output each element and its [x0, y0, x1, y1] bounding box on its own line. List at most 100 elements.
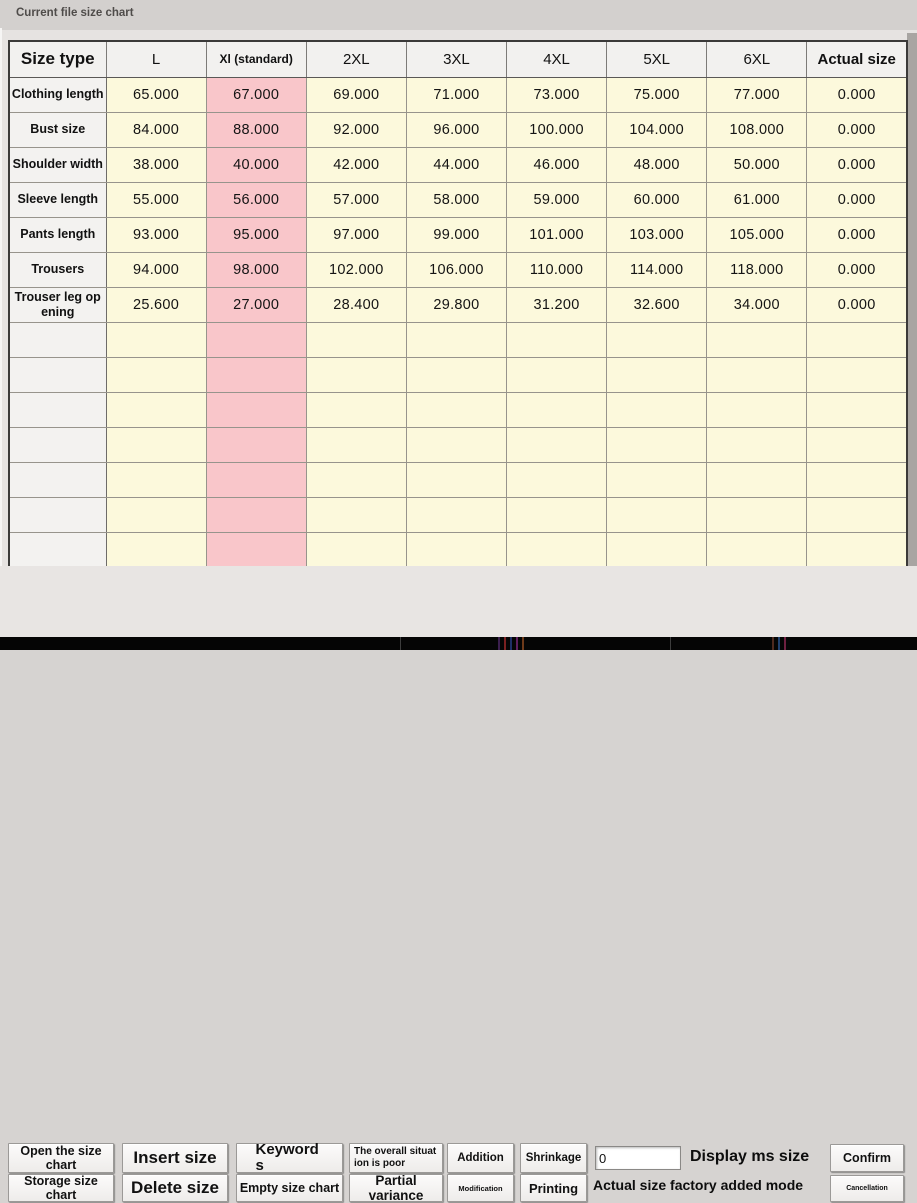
table-cell[interactable]: 103.000 [606, 216, 708, 253]
row-header[interactable]: Pants length [8, 216, 107, 253]
column-header-2xl[interactable]: 2XL [305, 40, 407, 78]
table-cell[interactable]: 0.000 [806, 251, 908, 288]
table-cell[interactable]: 71.000 [405, 76, 508, 113]
table-cell[interactable]: 67.000 [205, 76, 307, 113]
table-cell[interactable] [205, 321, 307, 358]
table-cell[interactable] [105, 426, 207, 463]
table-cell[interactable] [305, 461, 407, 498]
table-cell[interactable]: 73.000 [505, 76, 608, 113]
table-cell[interactable] [505, 391, 608, 428]
table-cell[interactable] [606, 531, 708, 568]
table-cell[interactable] [505, 356, 608, 393]
table-cell[interactable]: 0.000 [806, 181, 908, 218]
table-cell[interactable]: 114.000 [606, 251, 708, 288]
table-cell[interactable]: 61.000 [706, 181, 808, 218]
table-cell[interactable] [505, 321, 608, 358]
column-header-5xl[interactable]: 5XL [606, 40, 708, 78]
confirm-button[interactable]: Confirm [830, 1144, 904, 1172]
table-cell[interactable] [706, 461, 808, 498]
column-header-4xl[interactable]: 4XL [505, 40, 608, 78]
table-cell[interactable]: 102.000 [305, 251, 407, 288]
table-cell[interactable]: 100.000 [505, 111, 608, 148]
table-cell[interactable]: 98.000 [205, 251, 307, 288]
column-header-3xl[interactable]: 3XL [405, 40, 508, 78]
table-cell[interactable] [606, 356, 708, 393]
row-header[interactable]: Sleeve length [8, 181, 107, 218]
table-cell[interactable] [205, 356, 307, 393]
table-cell[interactable] [606, 321, 708, 358]
column-header-size-type[interactable]: Size type [8, 40, 107, 78]
table-cell[interactable]: 44.000 [405, 146, 508, 183]
table-cell[interactable] [505, 461, 608, 498]
table-cell[interactable] [706, 531, 808, 568]
table-cell[interactable]: 99.000 [405, 216, 508, 253]
table-cell[interactable]: 97.000 [305, 216, 407, 253]
table-cell[interactable] [606, 426, 708, 463]
table-cell[interactable] [806, 426, 908, 463]
table-cell[interactable] [706, 391, 808, 428]
table-cell[interactable]: 60.000 [606, 181, 708, 218]
table-cell[interactable] [606, 391, 708, 428]
table-cell[interactable]: 59.000 [505, 181, 608, 218]
table-cell[interactable] [105, 496, 207, 533]
table-cell[interactable]: 84.000 [105, 111, 207, 148]
table-cell[interactable] [405, 496, 508, 533]
table-cell[interactable] [505, 496, 608, 533]
table-cell[interactable]: 0.000 [806, 111, 908, 148]
row-header[interactable] [8, 391, 107, 428]
table-cell[interactable]: 88.000 [205, 111, 307, 148]
table-cell[interactable]: 65.000 [105, 76, 207, 113]
row-header[interactable]: Shoulder width [8, 146, 107, 183]
table-cell[interactable]: 34.000 [706, 286, 808, 323]
delete-size-button[interactable]: Delete size [122, 1174, 228, 1202]
table-cell[interactable]: 32.600 [606, 286, 708, 323]
keywords-button[interactable]: Keywords [236, 1141, 343, 1174]
table-cell[interactable] [405, 531, 508, 568]
table-cell[interactable]: 95.000 [205, 216, 307, 253]
row-header[interactable]: Trouser leg opening [8, 286, 107, 323]
row-header[interactable] [8, 426, 107, 463]
ms-size-input[interactable] [595, 1146, 681, 1170]
table-cell[interactable]: 92.000 [305, 111, 407, 148]
table-cell[interactable] [505, 426, 608, 463]
table-cell[interactable] [706, 426, 808, 463]
table-cell[interactable] [405, 461, 508, 498]
table-cell[interactable] [105, 531, 207, 568]
table-cell[interactable] [205, 426, 307, 463]
storage-size-chart-button[interactable]: Storage size chart [8, 1174, 114, 1202]
table-cell[interactable]: 56.000 [205, 181, 307, 218]
column-header-actual-size[interactable]: Actual size [806, 40, 908, 78]
cancellation-button[interactable]: Cancellation [830, 1175, 904, 1202]
table-cell[interactable]: 31.200 [505, 286, 608, 323]
table-cell[interactable] [405, 426, 508, 463]
table-cell[interactable] [806, 461, 908, 498]
table-cell[interactable]: 0.000 [806, 286, 908, 323]
table-cell[interactable] [305, 426, 407, 463]
addition-button[interactable]: Addition [447, 1143, 514, 1173]
row-header[interactable]: Bust size [8, 111, 107, 148]
table-cell[interactable]: 101.000 [505, 216, 608, 253]
printing-button[interactable]: Printing [520, 1174, 587, 1202]
table-cell[interactable] [806, 321, 908, 358]
table-cell[interactable] [305, 391, 407, 428]
table-cell[interactable] [105, 461, 207, 498]
empty-size-chart-button[interactable]: Empty size chart [236, 1174, 343, 1202]
table-cell[interactable] [305, 356, 407, 393]
table-cell[interactable]: 25.600 [105, 286, 207, 323]
table-cell[interactable] [806, 391, 908, 428]
table-cell[interactable] [305, 496, 407, 533]
table-cell[interactable]: 27.000 [205, 286, 307, 323]
table-cell[interactable] [806, 496, 908, 533]
table-cell[interactable] [806, 356, 908, 393]
table-cell[interactable] [606, 496, 708, 533]
table-cell[interactable]: 105.000 [706, 216, 808, 253]
row-header[interactable] [8, 356, 107, 393]
table-cell[interactable]: 94.000 [105, 251, 207, 288]
column-header-l[interactable]: L [105, 40, 207, 78]
table-cell[interactable]: 93.000 [105, 216, 207, 253]
table-cell[interactable] [105, 391, 207, 428]
open-size-chart-button[interactable]: Open the size chart [8, 1143, 114, 1173]
table-cell[interactable]: 110.000 [505, 251, 608, 288]
shrinkage-button[interactable]: Shrinkage [520, 1143, 587, 1173]
table-cell[interactable]: 40.000 [205, 146, 307, 183]
